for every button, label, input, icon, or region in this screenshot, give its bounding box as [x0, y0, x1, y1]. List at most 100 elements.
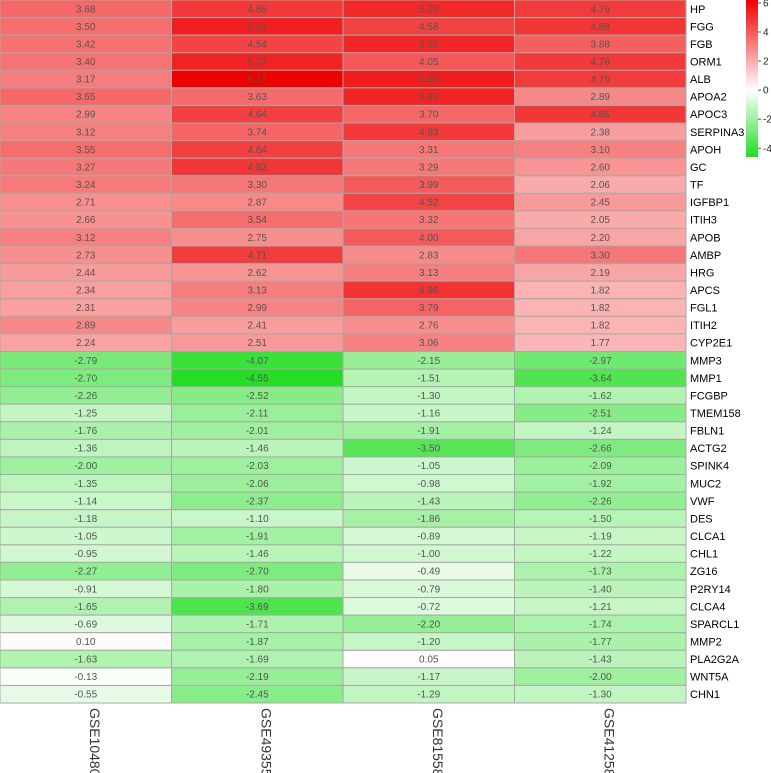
cell-value: -0.72 [417, 602, 440, 613]
cell-value: 2.24 [76, 338, 96, 349]
heatmap-cells: 3.68 4.85 5.20 4.76 3.50 5.41 4.58 4.88 3.42 4.54… [0, 0, 687, 704]
cell-value: 2.20 [591, 233, 611, 244]
cell-value: -1.25 [74, 409, 97, 420]
cell-value: -2.27 [74, 567, 97, 578]
cell-value: -2.52 [246, 391, 269, 402]
dataset-label: GSE41258 [601, 708, 617, 773]
cell-value: -1.30 [417, 391, 440, 402]
cell-value: 3.63 [248, 92, 268, 103]
cell-value: -1.35 [74, 479, 97, 490]
cell-value: 0.10 [76, 637, 96, 648]
gene-label: TF [690, 180, 704, 192]
cell-value: 3.31 [419, 145, 439, 156]
cell-value: 4.00 [419, 233, 439, 244]
cell-value: 2.99 [76, 110, 96, 121]
gene-label: FBLN1 [690, 426, 724, 438]
cell-value: 2.99 [248, 303, 268, 314]
cell-value: -1.65 [74, 602, 97, 613]
cell-value: -1.20 [417, 637, 440, 648]
cell-value: 2.75 [248, 233, 268, 244]
gene-label: MMP3 [690, 355, 722, 367]
cell-value: 1.82 [591, 285, 611, 296]
legend-tick-label: -4 [763, 144, 771, 155]
legend-color-bar [746, 0, 758, 157]
cell-value: -1.21 [589, 602, 612, 613]
legend-tick-label: 2 [763, 57, 769, 68]
cell-value: 3.42 [76, 39, 96, 50]
cell-value: 2.89 [76, 321, 96, 332]
cell-value: 2.38 [591, 127, 611, 138]
cell-value: 3.17 [76, 75, 96, 86]
cell-value: -1.14 [74, 496, 97, 507]
cell-value: 2.71 [76, 198, 96, 209]
cell-value: 3.32 [419, 215, 439, 226]
gene-label: VWF [690, 496, 715, 508]
cell-value: 3.99 [419, 180, 439, 191]
cell-value: -1.86 [417, 514, 440, 525]
cell-value: 2.89 [591, 92, 611, 103]
cell-value: -2.03 [246, 461, 269, 472]
cell-value: -2.66 [589, 444, 612, 455]
cell-value: -1.00 [417, 549, 440, 560]
cell-value: 2.34 [76, 285, 96, 296]
cell-value: 3.40 [76, 57, 96, 68]
cell-value: 5.37 [248, 57, 268, 68]
cell-value: -1.43 [589, 655, 612, 666]
cell-value: -1.19 [589, 532, 612, 543]
cell-value: 4.75 [591, 75, 611, 86]
cell-value: -1.71 [246, 619, 269, 630]
legend-tick-label: 0 [763, 86, 769, 97]
gene-label: MMP1 [690, 373, 722, 385]
cell-value: 4.71 [248, 250, 268, 261]
cell-value: 4.54 [248, 39, 268, 50]
cell-value: 2.19 [591, 268, 611, 279]
cell-value: 3.13 [248, 285, 268, 296]
gene-label: IGFBP1 [690, 197, 729, 209]
cell-value: 3.65 [76, 92, 96, 103]
cell-value: -1.63 [74, 655, 97, 666]
cell-value: -0.49 [417, 567, 440, 578]
cell-value: -2.06 [246, 479, 269, 490]
cell-value: 5.32 [419, 92, 439, 103]
cell-value: 2.41 [248, 321, 268, 332]
cell-value: -1.24 [589, 426, 612, 437]
cell-value: 1.82 [591, 303, 611, 314]
gene-label: HRG [690, 267, 714, 279]
dataset-labels: GSE10480 GSE49355 GSE81558 GSE41258 [87, 708, 618, 773]
cell-value: -2.26 [74, 391, 97, 402]
cell-value: -1.22 [589, 549, 612, 560]
cell-value: 3.12 [76, 127, 96, 138]
cell-value: 2.87 [248, 198, 268, 209]
cell-value: -0.13 [74, 672, 97, 683]
cell-value: 2.06 [591, 180, 611, 191]
gene-label: CHL1 [690, 549, 718, 561]
gene-labels: HP FGG FGB ORM1 ALB APOA2 APOC3 SERPINA3 APOH GC T… [690, 4, 744, 701]
gene-label: SPARCL1 [690, 619, 739, 631]
cell-value: -1.05 [74, 532, 97, 543]
cell-value: -1.29 [417, 690, 440, 701]
cell-value: -3.64 [589, 373, 612, 384]
cell-value: 5.41 [248, 22, 268, 33]
cell-value: -0.89 [417, 532, 440, 543]
cell-value: 4.85 [248, 4, 268, 15]
cell-value: -0.91 [74, 584, 97, 595]
gene-label: APOC3 [690, 109, 727, 121]
cell-value: 2.31 [76, 303, 96, 314]
cell-value: 4.58 [419, 22, 439, 33]
cell-value: 4.92 [248, 162, 268, 173]
cell-value: 3.24 [76, 180, 96, 191]
heatmap-cell [514, 684, 687, 704]
gene-label: APOH [690, 144, 721, 156]
cell-value: -2.19 [246, 672, 269, 683]
cell-value: -4.07 [246, 356, 269, 367]
gene-label: ORM1 [690, 57, 722, 69]
cell-value: -1.77 [589, 637, 612, 648]
cell-value: 4.05 [419, 57, 439, 68]
cell-value: -2.15 [417, 356, 440, 367]
cell-value: 3.27 [76, 162, 96, 173]
cell-value: -3.69 [246, 602, 269, 613]
cell-value: 2.60 [591, 162, 611, 173]
cell-value: -2.00 [74, 461, 97, 472]
cell-value: 3.88 [591, 39, 611, 50]
